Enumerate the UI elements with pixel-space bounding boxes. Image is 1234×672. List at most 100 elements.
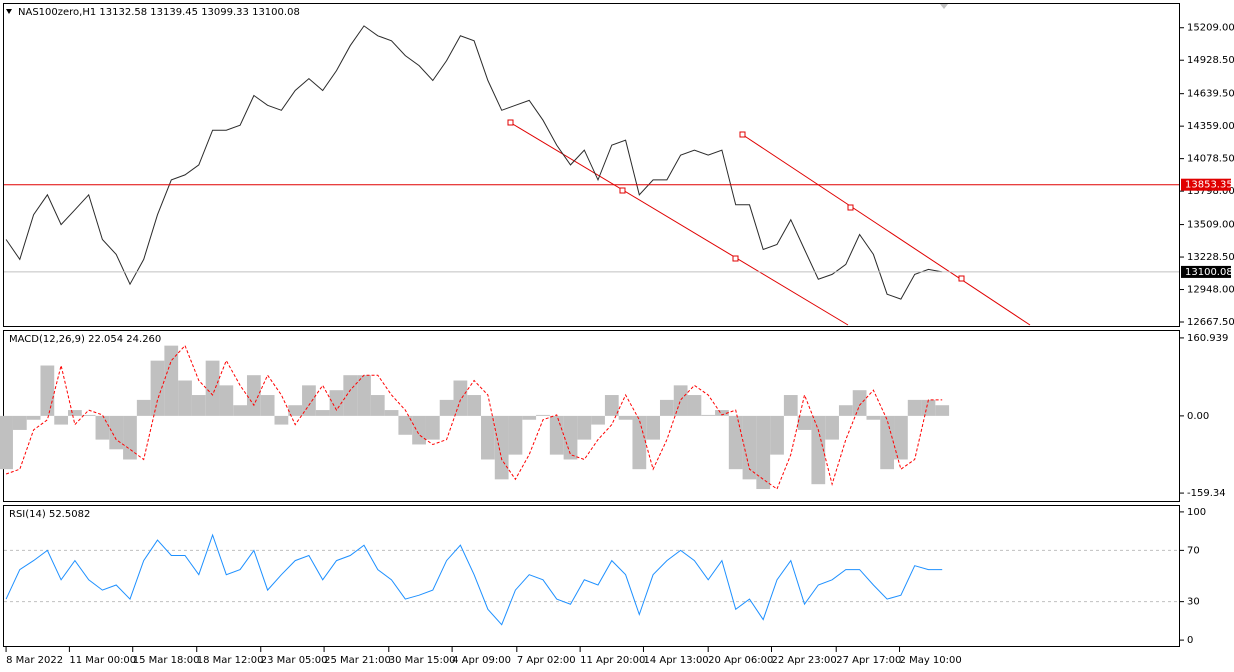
- histogram-bar: [659, 399, 674, 416]
- histogram-bar: [880, 415, 895, 470]
- x-tick-label: 23 Mar 05:00: [261, 655, 328, 666]
- histogram-bar: [0, 415, 13, 470]
- line: [5, 533, 943, 626]
- histogram-bar: [687, 395, 702, 416]
- x-tick-label: 20 Apr 06:00: [708, 655, 773, 666]
- rsi-panel: [3, 505, 1180, 647]
- panel-title: RSI(14) 52.5082: [9, 509, 90, 520]
- histogram-bar: [838, 405, 853, 416]
- x-tick-label: 8 Mar 2022: [6, 655, 63, 666]
- histogram-bar: [921, 399, 936, 416]
- histogram-bar: [178, 380, 192, 416]
- y-tick-label: 0: [1187, 635, 1193, 646]
- y-tick-label: 0.00: [1187, 411, 1209, 422]
- anchor[interactable]: [732, 255, 739, 262]
- histogram-bar: [68, 410, 82, 416]
- histogram-bar: [825, 415, 839, 440]
- x-tick-label: 18 Mar 12:00: [197, 655, 264, 666]
- histogram-bar: [770, 415, 784, 455]
- y-tick-label: 14078.50: [1187, 154, 1234, 165]
- histogram-bar: [329, 390, 344, 416]
- panel-title: MACD(12,26,9) 22.054 24.260: [9, 334, 161, 345]
- histogram-bar: [453, 380, 468, 416]
- histogram-bar: [866, 415, 881, 420]
- x-tick-label: 27 Apr 17:00: [836, 655, 901, 666]
- histogram-bar: [935, 405, 950, 416]
- histogram-bar: [439, 399, 454, 416]
- line: [5, 25, 943, 300]
- histogram-bar: [481, 415, 495, 460]
- histogram-bar: [701, 414, 716, 416]
- x-tick-label: 11 Mar 00:00: [69, 655, 136, 666]
- trend-channel: [507, 119, 1031, 326]
- histogram-bar: [894, 415, 908, 460]
- y-tick-label: 70: [1187, 545, 1200, 556]
- histogram-bar: [288, 405, 303, 416]
- y-tick-label: 13509.00: [1187, 220, 1234, 231]
- main-panel: [3, 3, 1180, 327]
- histogram-bar: [219, 385, 234, 416]
- histogram-bar: [604, 395, 619, 416]
- histogram-bar: [12, 415, 27, 430]
- anchor[interactable]: [958, 275, 965, 282]
- y-tick-label: 13798.00: [1187, 186, 1234, 197]
- x-tick-label: 25 Mar 21:00: [324, 655, 391, 666]
- histogram-bar: [577, 415, 592, 440]
- histogram-bar: [852, 390, 867, 416]
- x-tick-label: 22 Apr 23:00: [772, 655, 837, 666]
- histogram-bar: [632, 415, 647, 470]
- price-label: 13853.35: [1185, 180, 1233, 191]
- histogram-bar: [522, 415, 537, 420]
- anchor[interactable]: [619, 187, 626, 194]
- histogram-bar: [343, 375, 358, 416]
- histogram-bar: [370, 395, 385, 416]
- y-tick-label: 13228.50: [1187, 252, 1234, 263]
- histogram-bar: [673, 385, 688, 416]
- x-tick-label: 11 Apr 20:00: [580, 655, 645, 666]
- histogram-bar: [425, 415, 440, 440]
- histogram-bar: [164, 345, 179, 416]
- histogram-bar: [398, 415, 413, 435]
- y-tick-label: 100: [1187, 507, 1206, 518]
- x-tick-label: 7 Apr 02:00: [517, 655, 576, 666]
- price-box: [1181, 178, 1231, 191]
- histogram-bar: [123, 415, 137, 460]
- histogram-bar: [494, 415, 509, 480]
- histogram-bar: [150, 360, 165, 416]
- anchor[interactable]: [847, 204, 854, 211]
- histogram-bar: [907, 399, 922, 416]
- y-tick-label: 15209.00: [1187, 23, 1234, 34]
- histogram-bar: [715, 410, 729, 416]
- histogram-bar: [109, 415, 124, 450]
- histogram-bar: [95, 415, 110, 440]
- histogram-bar: [54, 415, 69, 425]
- histogram-bar: [783, 395, 798, 416]
- histogram-bar: [646, 415, 660, 440]
- histogram-bar: [467, 395, 482, 416]
- histogram-bar: [797, 415, 812, 430]
- histogram-bar: [191, 395, 206, 416]
- anchor[interactable]: [739, 131, 746, 138]
- signal-line: [5, 344, 943, 490]
- histogram-bar: [246, 375, 261, 416]
- y-tick-label: 14639.50: [1187, 89, 1234, 100]
- price-label: 13100.08: [1185, 267, 1233, 278]
- histogram-bar: [384, 410, 399, 416]
- anchor[interactable]: [507, 119, 514, 126]
- histogram-bar: [26, 415, 41, 420]
- histogram-bar: [742, 415, 757, 480]
- y-tick-label: 30: [1187, 597, 1200, 608]
- histogram-bar: [205, 360, 220, 416]
- y-tick-label: -159.34: [1187, 488, 1226, 499]
- histogram-bar: [728, 415, 743, 470]
- channel-lower: [510, 122, 849, 326]
- histogram-bar: [260, 395, 275, 416]
- channel-upper: [742, 134, 1031, 326]
- histogram-bar: [233, 405, 247, 416]
- y-tick-label: 12667.50: [1187, 317, 1234, 328]
- histogram-bar: [508, 415, 523, 455]
- histogram-bar: [591, 415, 605, 425]
- menu-arrow[interactable]: [6, 9, 12, 14]
